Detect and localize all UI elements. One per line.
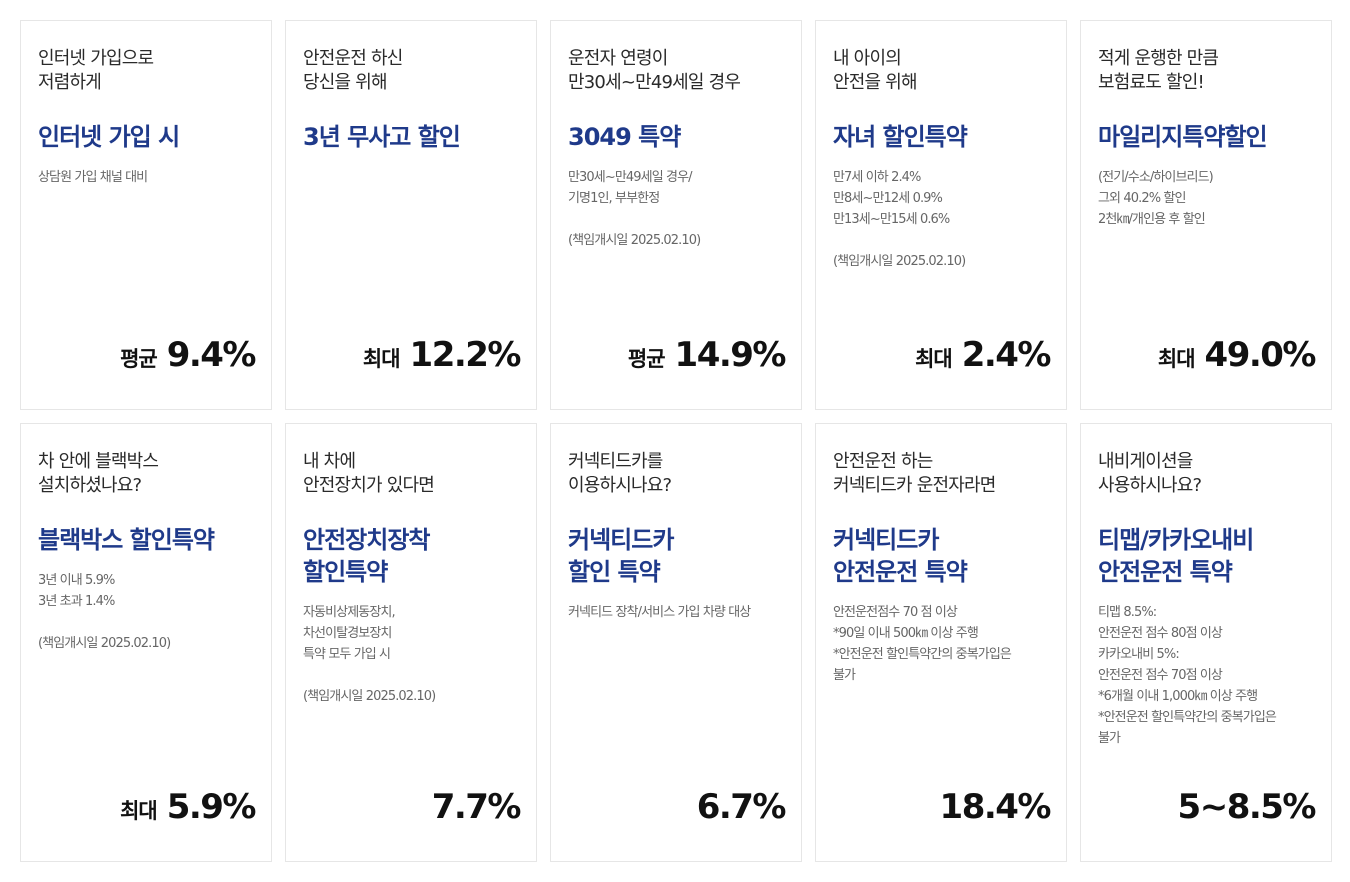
card-title: 커넥티드카 할인 특약 (568, 526, 674, 586)
card-value: 5~8.5% (1177, 787, 1317, 827)
card-value: 7.7% (431, 787, 522, 827)
card-description: 커넥티드 장착/서비스 가입 차량 대상 (568, 605, 751, 620)
card-value-prefix: 평균 (120, 347, 158, 371)
card-title: 마일리지특약할인 (1098, 123, 1268, 151)
card-connected-car-discount: 커넥티드카를 이용하시나요? 커넥티드카 할인 특약 커넥티드 장착/서비스 가… (550, 423, 802, 862)
card-description: (전기/수소/하이브리드) 그외 40.2% 할인 2천㎞/개인용 후 할인 (1098, 170, 1214, 227)
card-value-row: 18.4% (930, 787, 1052, 827)
card-lead-text: 커넥티드카를 이용하시나요? (568, 451, 672, 496)
card-value-row: 최대 49.0% (1157, 335, 1317, 375)
card-lead-text: 안전운전 하신 당신을 위해 (303, 48, 403, 93)
card-description: 만30세~만49세일 경우/ 기명1인, 부부한정 (책임개시일 2025.02… (568, 170, 701, 248)
card-value-row: 최대 2.4% (915, 335, 1052, 375)
card-title: 안전장치장착 할인특약 (303, 526, 430, 586)
card-no-accident: 안전운전 하신 당신을 위해 3년 무사고 할인 최대 12.2% (285, 20, 537, 410)
card-value: 6.7% (696, 787, 787, 827)
card-lead-text: 인터넷 가입으로 저렴하게 (38, 48, 154, 93)
card-value: 5.9% (166, 787, 257, 827)
card-child-discount: 내 아이의 안전을 위해 자녀 할인특약 만7세 이하 2.4% 만8세~만12… (815, 20, 1067, 410)
card-value-row: 평균 14.9% (627, 335, 787, 375)
card-lead-text: 운전자 연령이 만30세~만49세일 경우 (568, 48, 741, 93)
card-lead-text: 내비게이션을 사용하시나요? (1098, 451, 1202, 496)
card-value: 2.4% (961, 335, 1052, 375)
card-navigation-safe-driving: 내비게이션을 사용하시나요? 티맵/카카오내비 안전운전 특약 티맵 8.5%:… (1080, 423, 1332, 862)
card-value-row: 최대 5.9% (120, 787, 257, 827)
card-value: 9.4% (166, 335, 257, 375)
card-value-row: 6.7% (687, 787, 787, 827)
card-3049-rider: 운전자 연령이 만30세~만49세일 경우 3049 특약 만30세~만49세일… (550, 20, 802, 410)
card-value-prefix: 평균 (627, 347, 666, 371)
card-value-row: 평균 9.4% (120, 335, 257, 375)
card-value: 49.0% (1204, 335, 1317, 375)
card-title: 3년 무사고 할인 (303, 123, 461, 151)
card-lead-text: 안전운전 하는 커넥티드카 운전자라면 (833, 451, 996, 496)
card-lead-text: 내 아이의 안전을 위해 (833, 48, 918, 93)
card-title: 블랙박스 할인특약 (38, 526, 215, 554)
card-description: 3년 이내 5.9% 3년 초과 1.4% (책임개시일 2025.02.10) (38, 573, 171, 651)
card-value-row: 최대 12.2% (362, 335, 522, 375)
card-title: 티맵/카카오내비 안전운전 특약 (1098, 526, 1254, 586)
card-value-row: 5~8.5% (1168, 787, 1317, 827)
card-blackbox-discount: 차 안에 블랙박스 설치하셨나요? 블랙박스 할인특약 3년 이내 5.9% 3… (20, 423, 272, 862)
card-description: 티맵 8.5%: 안전운전 점수 80점 이상 카카오내비 5%: 안전운전 점… (1098, 605, 1277, 746)
card-internet-signup: 인터넷 가입으로 저렴하게 인터넷 가입 시 상담원 가입 채널 대비 평균 9… (20, 20, 272, 410)
card-value: 12.2% (409, 335, 522, 375)
card-value: 18.4% (939, 787, 1052, 827)
card-safety-device-discount: 내 차에 안전장치가 있다면 안전장치장착 할인특약 자동비상제동장치, 차선이… (285, 423, 537, 862)
card-value: 14.9% (674, 335, 787, 375)
card-value-prefix: 최대 (362, 347, 401, 371)
card-mileage-discount: 적게 운행한 만큼 보험료도 할인! 마일리지특약할인 (전기/수소/하이브리드… (1080, 20, 1332, 410)
card-title: 자녀 할인특약 (833, 123, 968, 151)
card-description: 자동비상제동장치, 차선이탈경보장치 특약 모두 가입 시 (책임개시일 202… (303, 605, 436, 704)
card-value-row: 7.7% (422, 787, 522, 827)
card-connected-car-safe-driving: 안전운전 하는 커넥티드카 운전자라면 커넥티드카 안전운전 특약 안전운전점수… (815, 423, 1067, 862)
card-description: 상담원 가입 채널 대비 (38, 170, 148, 185)
card-lead-text: 차 안에 블랙박스 설치하셨나요? (38, 451, 159, 496)
card-description: 안전운전점수 70 점 이상 *90일 이내 500㎞ 이상 주행 *안전운전 … (833, 605, 1012, 683)
card-value-prefix: 최대 (1157, 347, 1196, 371)
card-value-prefix: 최대 (915, 347, 953, 371)
card-title: 커넥티드카 안전운전 특약 (833, 526, 968, 586)
card-lead-text: 적게 운행한 만큼 보험료도 할인! (1098, 48, 1219, 93)
card-title: 인터넷 가입 시 (38, 123, 180, 151)
card-value-prefix: 최대 (120, 799, 158, 823)
card-description: 만7세 이하 2.4% 만8세~만12세 0.9% 만13세~만15세 0.6%… (833, 170, 966, 269)
card-title: 3049 특약 (568, 123, 681, 151)
card-lead-text: 내 차에 안전장치가 있다면 (303, 451, 435, 496)
